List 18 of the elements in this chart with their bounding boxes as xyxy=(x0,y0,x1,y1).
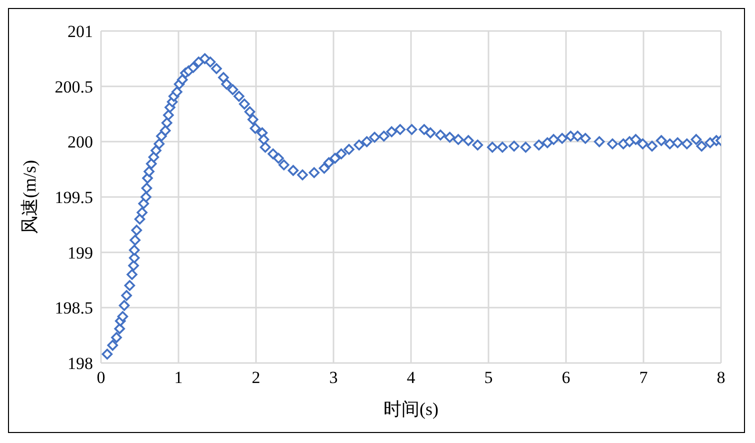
x-tick-label: 3 xyxy=(329,368,338,388)
x-tick-label: 4 xyxy=(406,368,416,388)
y-tick-label: 198.5 xyxy=(54,298,93,318)
y-axis-title: 风速(m/s) xyxy=(19,160,40,234)
y-tick-label: 200.5 xyxy=(54,77,93,96)
y-tick-label: 200 xyxy=(68,132,93,152)
x-tick-label: 6 xyxy=(562,368,570,388)
y-tick-label: 199.5 xyxy=(54,188,93,208)
x-tick-label: 7 xyxy=(639,368,648,388)
x-tick-label: 2 xyxy=(252,368,260,388)
x-tick-label: 1 xyxy=(174,368,183,388)
x-tick-label: 0 xyxy=(96,368,106,388)
x-tick-label: 8 xyxy=(716,368,726,388)
x-tick-label: 5 xyxy=(484,368,493,388)
y-tick-label: 201 xyxy=(68,22,93,42)
y-tick-label: 198 xyxy=(68,354,93,374)
y-tick-label: 199 xyxy=(68,243,93,262)
x-axis-title: 时间(s) xyxy=(384,399,438,419)
